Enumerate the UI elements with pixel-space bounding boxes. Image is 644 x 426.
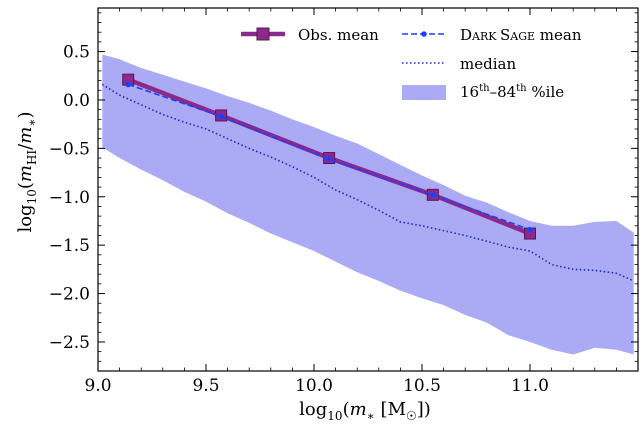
- plot-frame: [97, 7, 639, 372]
- y-tick-label: 0.5: [63, 43, 90, 63]
- y-axis-title: log10(mHI/m∗): [15, 111, 39, 232]
- legend-entry-obs-mean: Obs. mean: [241, 26, 379, 44]
- legend-label-dark-sage-mean: DARK SAGE mean: [460, 26, 582, 44]
- x-tick-label: 11.0: [511, 376, 549, 396]
- x-tick-label: 10.0: [295, 376, 333, 396]
- legend-entry-median: median: [402, 55, 516, 73]
- y-tick-label: 0.0: [63, 91, 90, 111]
- series-line-layer: [101, 73, 635, 282]
- dark-sage-mean-point: [326, 156, 332, 162]
- y-tick-label: −1.5: [49, 236, 90, 256]
- median-line: [101, 83, 635, 282]
- x-axis-title: log10(m∗ [M☉]): [299, 399, 431, 423]
- legend-entry-dark-sage-mean: DARK SAGE mean: [402, 26, 582, 44]
- dark-sage-mean-point: [125, 81, 132, 88]
- legend-label-percentile-band: 16th–84th %ile: [460, 83, 564, 101]
- y-tick-label: −1.0: [49, 188, 90, 208]
- y-tick-label: −0.5: [49, 139, 90, 159]
- legend: Obs. mean DARK SAGE mean median 16th–84t…: [241, 26, 582, 101]
- x-tick-label: 9.0: [84, 376, 111, 396]
- legend-entry-percentile-band: 16th–84th %ile: [402, 83, 564, 101]
- y-tick-label: −2.5: [49, 333, 90, 353]
- dark-sage-mean-point: [430, 192, 436, 198]
- tick-layer: 9.0 9.5 10.0 10.5 11.0 0.5 0.0 −0.5 −1.0 −1.5 −2.0…: [49, 8, 638, 396]
- dark-sage-mean-point: [218, 113, 224, 120]
- y-tick-label: −2.0: [49, 285, 90, 305]
- dark-sage-mean-line: [127, 83, 531, 231]
- x-tick-label: 9.5: [192, 376, 219, 396]
- x-tick-label: 10.5: [403, 376, 441, 396]
- legend-label-obs-mean: Obs. mean: [298, 26, 379, 44]
- legend-label-median: median: [460, 55, 516, 73]
- dark-sage-mean-point: [527, 226, 533, 233]
